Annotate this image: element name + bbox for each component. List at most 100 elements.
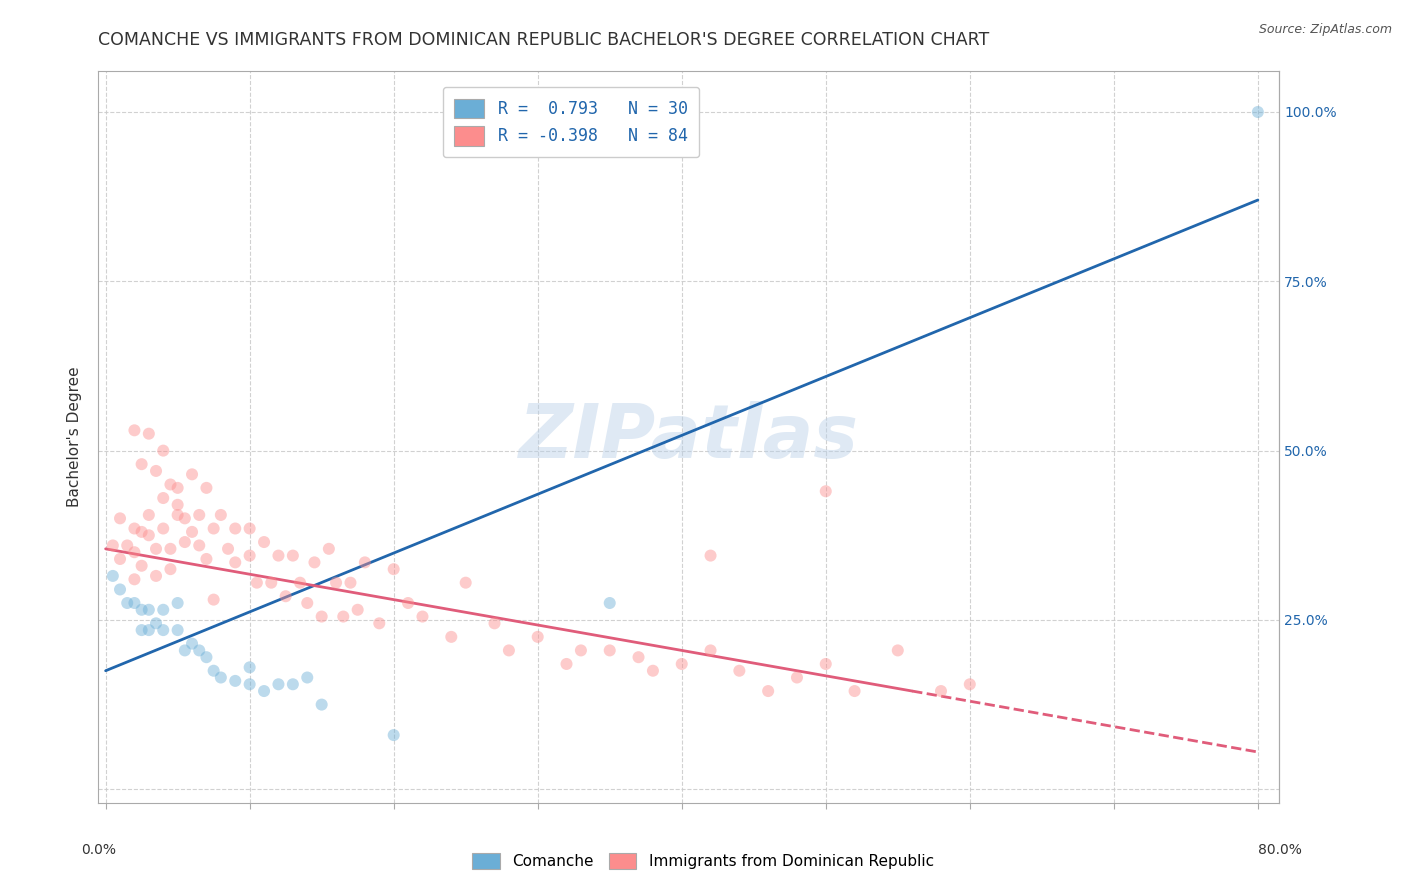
Point [332,609,354,624]
Legend: Comanche, Immigrants from Dominican Republic: Comanche, Immigrants from Dominican Repu… [467,847,939,875]
Point [145,616,167,631]
Point [152,521,174,535]
Point [281,549,304,563]
Point [239,521,262,535]
Point [108,552,131,566]
Point [173,511,195,525]
Point [202,521,225,535]
Point [484,616,506,631]
Point [253,684,276,698]
Point [260,575,283,590]
Point [728,664,751,678]
Text: 80.0%: 80.0% [1257,843,1302,857]
Point [188,538,211,552]
Point [166,623,188,637]
Point [304,555,326,569]
Point [131,558,153,573]
Point [195,552,218,566]
Point [239,660,262,674]
Point [239,677,262,691]
Point [101,569,124,583]
Point [166,498,188,512]
Point [124,596,146,610]
Point [318,541,340,556]
Text: 0.0%: 0.0% [82,843,115,857]
Text: ZIPatlas: ZIPatlas [519,401,859,474]
Point [297,671,319,685]
Point [138,623,160,637]
Point [138,508,160,522]
Point [152,623,174,637]
Point [224,555,246,569]
Point [498,643,520,657]
Text: Source: ZipAtlas.com: Source: ZipAtlas.com [1258,22,1392,36]
Point [115,538,138,552]
Point [786,671,808,685]
Point [131,524,153,539]
Point [354,555,377,569]
Point [181,524,204,539]
Point [454,575,477,590]
Point [124,572,146,586]
Point [195,481,218,495]
Point [253,535,276,549]
Point [440,630,463,644]
Point [159,541,181,556]
Point [195,650,218,665]
Point [145,464,167,478]
Point [131,623,153,637]
Point [108,511,131,525]
Point [814,657,837,671]
Point [224,673,246,688]
Point [756,684,779,698]
Point [131,457,153,471]
Point [887,643,910,657]
Point [641,664,664,678]
Point [844,684,866,698]
Point [166,508,188,522]
Point [526,630,548,644]
Point [627,650,650,665]
Point [346,603,368,617]
Point [152,603,174,617]
Point [188,508,211,522]
Point [1247,105,1270,120]
Point [382,728,405,742]
Point [224,521,246,535]
Point [671,657,693,671]
Point [288,575,311,590]
Point [152,491,174,505]
Point [382,562,405,576]
Point [115,596,138,610]
Point [814,484,837,499]
Point [599,596,621,610]
Point [173,643,195,657]
Point [124,521,146,535]
Point [181,467,204,482]
Point [159,477,181,491]
Point [202,664,225,678]
Point [202,592,225,607]
Point [188,643,211,657]
Point [217,541,239,556]
Point [281,677,304,691]
Point [274,589,297,603]
Point [209,671,232,685]
Point [297,596,319,610]
Point [411,609,433,624]
Point [311,609,333,624]
Y-axis label: Bachelor's Degree: Bachelor's Degree [67,367,83,508]
Point [929,684,952,698]
Point [138,528,160,542]
Point [339,575,361,590]
Point [152,443,174,458]
Point [959,677,981,691]
Point [173,535,195,549]
Legend: R =  0.793   N = 30, R = -0.398   N = 84: R = 0.793 N = 30, R = -0.398 N = 84 [443,87,699,157]
Point [166,596,188,610]
Point [145,569,167,583]
Point [181,637,204,651]
Point [131,603,153,617]
Point [699,549,721,563]
Point [239,549,262,563]
